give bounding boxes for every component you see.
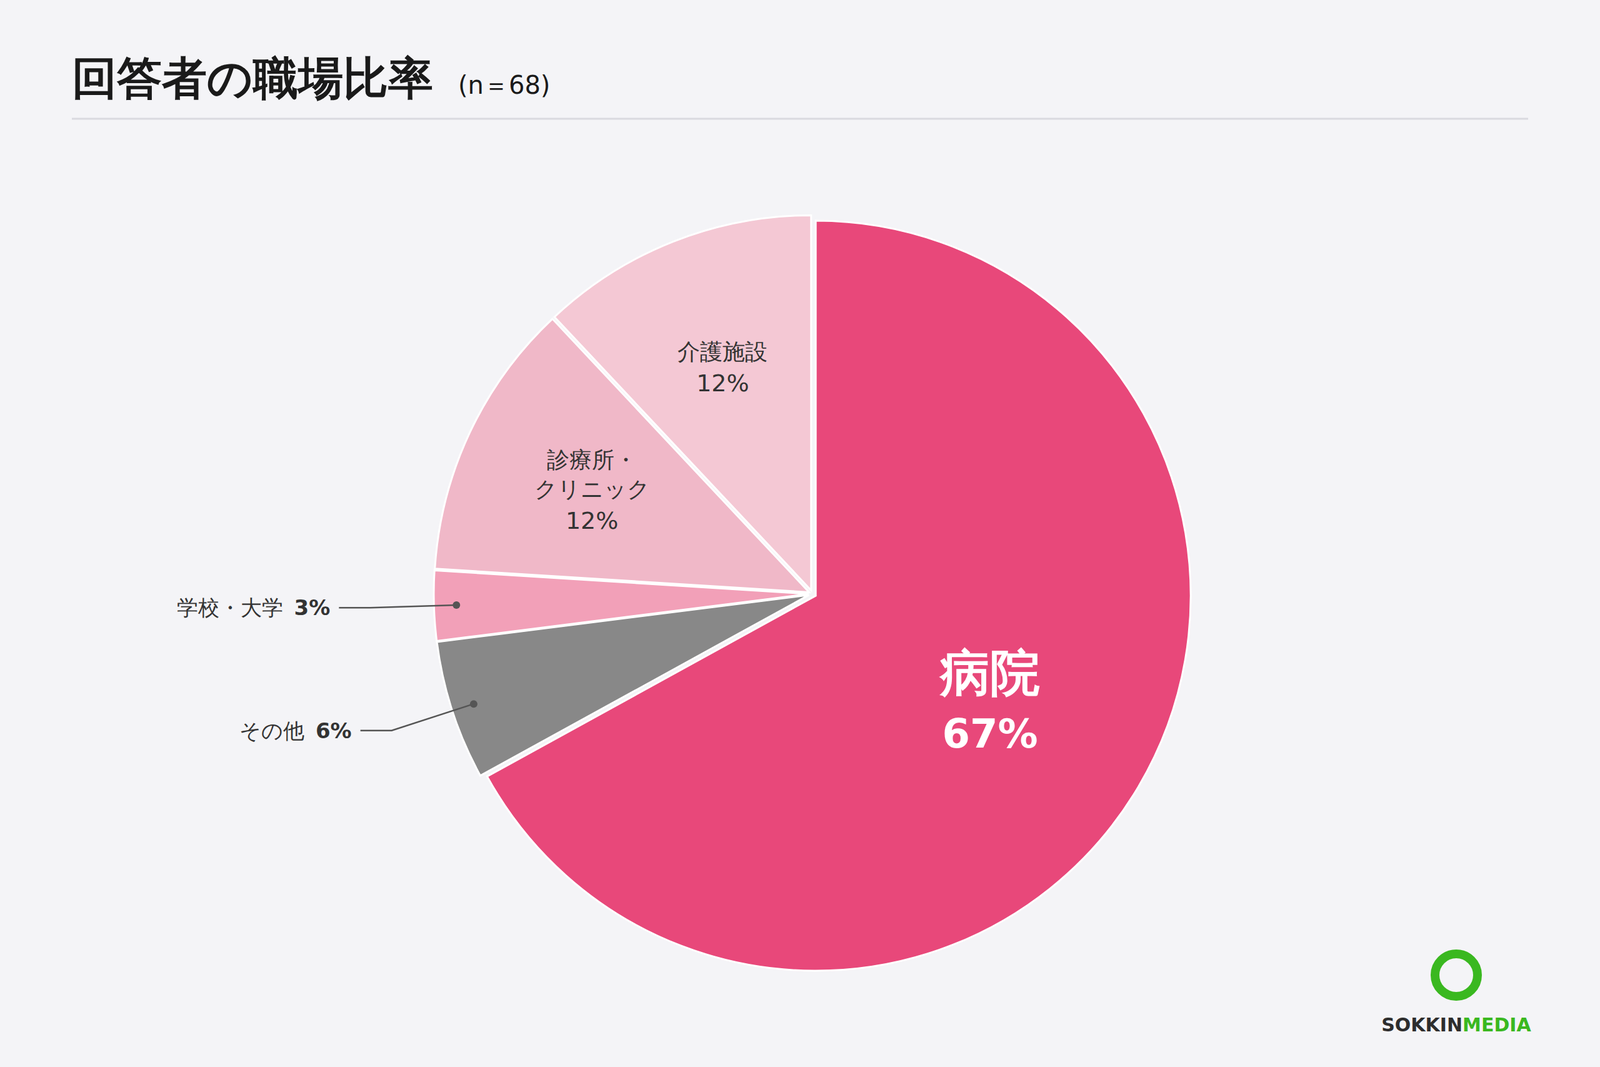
slice-label: 病院 xyxy=(938,643,1040,702)
slices xyxy=(433,215,1191,971)
labels: 病院 67% 診療所・クリニック 12% 介護施設 12% 学校・大学 3% その他 6% xyxy=(176,338,1040,757)
subtitle: (n＝68) xyxy=(458,70,550,100)
pie-slice xyxy=(554,215,812,590)
logo-ring xyxy=(1435,953,1478,997)
outside-label: 学校・大学 3% xyxy=(176,595,331,620)
data-label: 6% xyxy=(315,718,352,744)
title: 回答者の職場比率 xyxy=(71,51,434,105)
chart-container: 回答者の職場比率 (n＝68) 病院 67% 診療所・クリニック 12% 介護施設 12% 学校… xyxy=(0,0,1600,1067)
slice-label: 学校・大学 xyxy=(176,595,284,620)
logo: SOKKINMEDIA xyxy=(1381,1013,1532,1036)
data-label: 12% xyxy=(696,369,749,397)
leader-line xyxy=(360,703,474,731)
annotation: SOKKIN xyxy=(1381,1013,1463,1036)
data-label: 67% xyxy=(941,710,1038,757)
slice-label: 介護施設 xyxy=(677,338,768,365)
slice-label: 診療所・クリニック xyxy=(534,446,650,502)
leader-dot xyxy=(452,601,460,609)
outside-label: その他 6% xyxy=(239,718,352,744)
annotation: MEDIA xyxy=(1462,1013,1532,1036)
leader-dot xyxy=(470,700,478,708)
leader-line xyxy=(338,605,457,608)
data-label: 12% xyxy=(565,506,619,535)
data-label: 3% xyxy=(294,595,331,620)
chart: 回答者の職場比率 (n＝68) 病院 67% 診療所・クリニック 12% 介護施設 12% 学校… xyxy=(0,0,1600,1067)
title-rule xyxy=(71,118,1529,120)
background xyxy=(0,0,1600,1067)
slice-label: その他 xyxy=(239,718,305,744)
